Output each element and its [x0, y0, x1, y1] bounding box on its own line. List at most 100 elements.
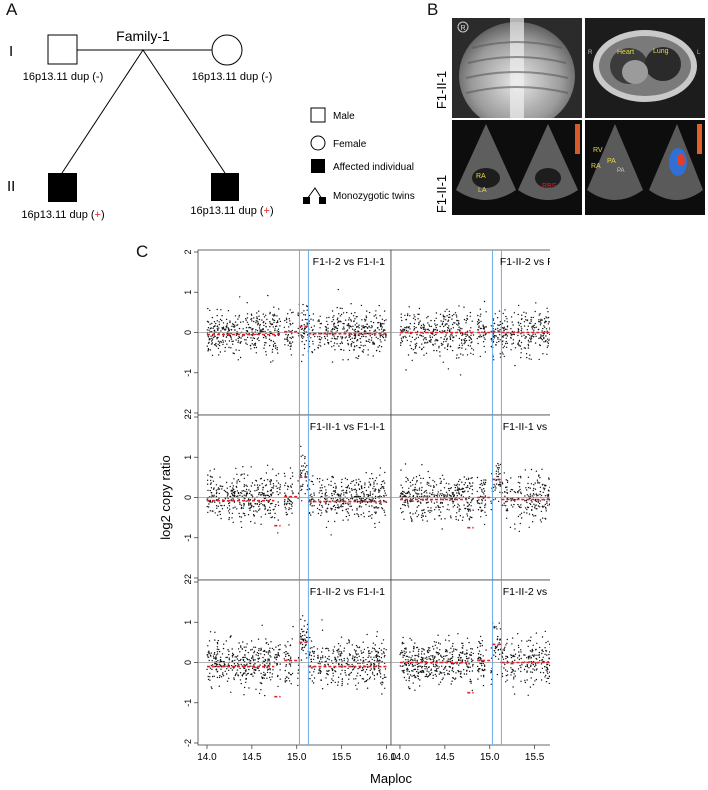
y-tick-label: 2	[183, 250, 193, 255]
data-point	[440, 518, 442, 520]
data-point	[530, 677, 532, 679]
data-point	[510, 667, 512, 669]
data-point	[405, 327, 407, 329]
data-point	[379, 474, 381, 476]
data-point	[231, 340, 233, 343]
data-point	[451, 318, 453, 320]
data-point	[254, 663, 256, 665]
data-point	[547, 495, 550, 497]
data-point	[471, 500, 473, 502]
data-point	[524, 500, 526, 502]
data-point	[415, 488, 417, 491]
data-point	[251, 494, 253, 496]
data-point	[260, 653, 262, 655]
data-point	[380, 649, 383, 651]
data-point	[502, 327, 505, 330]
data-point	[226, 668, 228, 670]
data-point	[311, 496, 313, 498]
data-point	[335, 485, 337, 487]
data-point	[466, 354, 469, 356]
data-point	[288, 680, 291, 682]
data-point	[438, 506, 440, 509]
data-point	[322, 479, 324, 481]
data-point	[228, 505, 231, 507]
data-point	[284, 344, 286, 346]
data-point	[207, 474, 209, 476]
data-point	[245, 670, 247, 672]
data-point	[290, 324, 292, 326]
data-point	[301, 312, 303, 314]
data-point	[246, 485, 248, 487]
data-point	[412, 682, 414, 684]
data-point	[496, 317, 499, 319]
data-point	[241, 674, 244, 676]
data-point	[292, 625, 294, 628]
data-point	[240, 682, 242, 685]
data-point	[482, 674, 485, 677]
data-point	[326, 657, 329, 660]
data-point	[339, 315, 342, 317]
data-point	[485, 311, 487, 313]
data-point	[309, 678, 311, 680]
data-point	[465, 348, 467, 350]
data-point	[438, 673, 440, 675]
data-point	[319, 323, 321, 325]
data-point	[232, 324, 235, 326]
data-point	[255, 510, 257, 512]
data-point	[369, 669, 371, 672]
data-point	[498, 473, 500, 475]
data-point	[209, 338, 211, 340]
data-point	[424, 328, 426, 330]
data-point	[350, 312, 353, 315]
data-point	[325, 526, 328, 529]
data-point	[324, 495, 326, 497]
data-point	[237, 324, 239, 326]
data-point	[290, 343, 292, 345]
data-point	[478, 321, 481, 324]
data-point	[407, 673, 409, 675]
data-point	[270, 489, 272, 491]
data-point	[497, 338, 499, 340]
data-point	[367, 646, 369, 649]
data-point	[409, 651, 411, 653]
data-point	[333, 650, 335, 653]
data-point	[263, 479, 265, 482]
data-point	[466, 485, 469, 487]
data-point	[351, 663, 353, 666]
data-point	[353, 658, 356, 661]
data-point	[256, 503, 258, 505]
data-point	[490, 337, 493, 340]
data-point	[528, 658, 530, 660]
data-point	[422, 659, 424, 661]
data-point	[345, 486, 347, 489]
data-point	[357, 668, 359, 670]
data-point	[442, 314, 444, 316]
data-point	[547, 323, 549, 325]
data-point	[286, 680, 288, 682]
data-point	[444, 666, 446, 669]
data-point	[356, 339, 359, 341]
data-point	[421, 512, 424, 514]
data-point	[216, 514, 219, 516]
data-point	[251, 673, 253, 676]
data-point	[312, 329, 314, 331]
data-point	[354, 484, 356, 486]
data-point	[531, 335, 533, 337]
data-point	[407, 669, 409, 671]
y-tick-label: 1	[183, 620, 193, 625]
echo2-label-pa2: PA	[617, 168, 625, 174]
data-point	[452, 327, 455, 329]
data-point	[369, 652, 371, 654]
data-point	[455, 484, 458, 487]
data-point	[321, 492, 323, 495]
data-point	[432, 492, 434, 494]
data-point	[461, 334, 463, 337]
data-point	[546, 494, 548, 496]
data-point	[209, 309, 211, 312]
data-point	[538, 502, 541, 505]
data-point	[509, 490, 512, 493]
data-point	[524, 665, 527, 668]
data-point	[224, 350, 226, 352]
data-point	[254, 646, 257, 648]
data-point	[236, 332, 238, 334]
